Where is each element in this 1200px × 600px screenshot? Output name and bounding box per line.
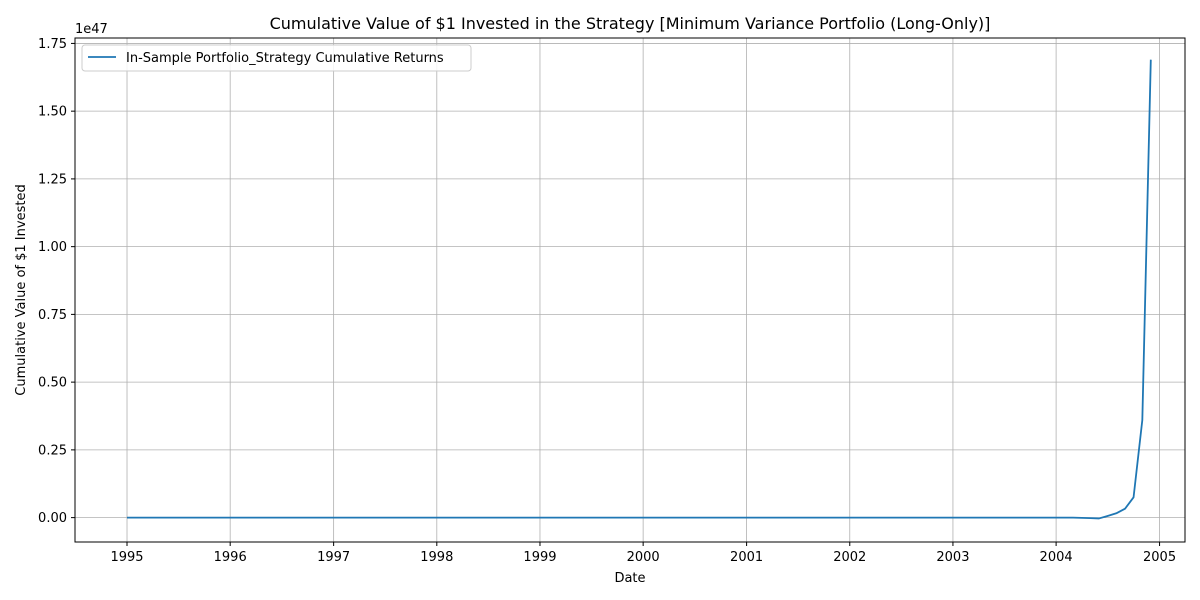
x-axis: 1995 1996 1997 1998 1999 2000 2001 2002 2003 2004… [110, 542, 1176, 565]
x-axis-label: Date [614, 571, 645, 586]
x-tick-label: 1996 [214, 550, 247, 565]
y-tick-label: 1.50 [38, 105, 67, 120]
plot-area-frame [74, 37, 1186, 543]
y-axis-label: Cumulative Value of $1 Invested [14, 184, 29, 395]
x-tick-label: 2002 [833, 550, 866, 565]
x-tick-label: 2001 [730, 550, 763, 565]
y-tick-label: 0.25 [38, 443, 67, 458]
x-tick-label: 1998 [420, 550, 453, 565]
x-tick-label: 1995 [110, 550, 143, 565]
y-tick-label: 0.00 [38, 511, 67, 526]
series-layer [127, 59, 1152, 520]
y-axis-offset-label: 1e47 [75, 22, 108, 37]
y-axis: 0.00 0.25 0.50 0.75 1.00 1.25 1.50 1.75 [38, 37, 75, 526]
y-tick-label: 1.75 [38, 37, 67, 52]
x-tick-label: 1997 [317, 550, 350, 565]
legend: In-Sample Portfolio_Strategy Cumulative … [81, 44, 472, 72]
x-tick-label: 2003 [936, 550, 969, 565]
series-line [127, 59, 1152, 520]
y-tick-label: 1.25 [38, 172, 67, 187]
x-tick-label: 1999 [523, 550, 556, 565]
x-tick-label: 2005 [1143, 550, 1176, 565]
legend-label: In-Sample Portfolio_Strategy Cumulative … [126, 51, 444, 66]
chart-title: Cumulative Value of $1 Invested in the S… [270, 14, 991, 33]
x-tick-label: 2000 [627, 550, 660, 565]
legend-box [81, 44, 472, 72]
y-tick-label: 1.00 [38, 240, 67, 255]
x-tick-label: 2004 [1040, 550, 1073, 565]
y-tick-label: 0.50 [38, 376, 67, 391]
y-tick-label: 0.75 [38, 308, 67, 323]
